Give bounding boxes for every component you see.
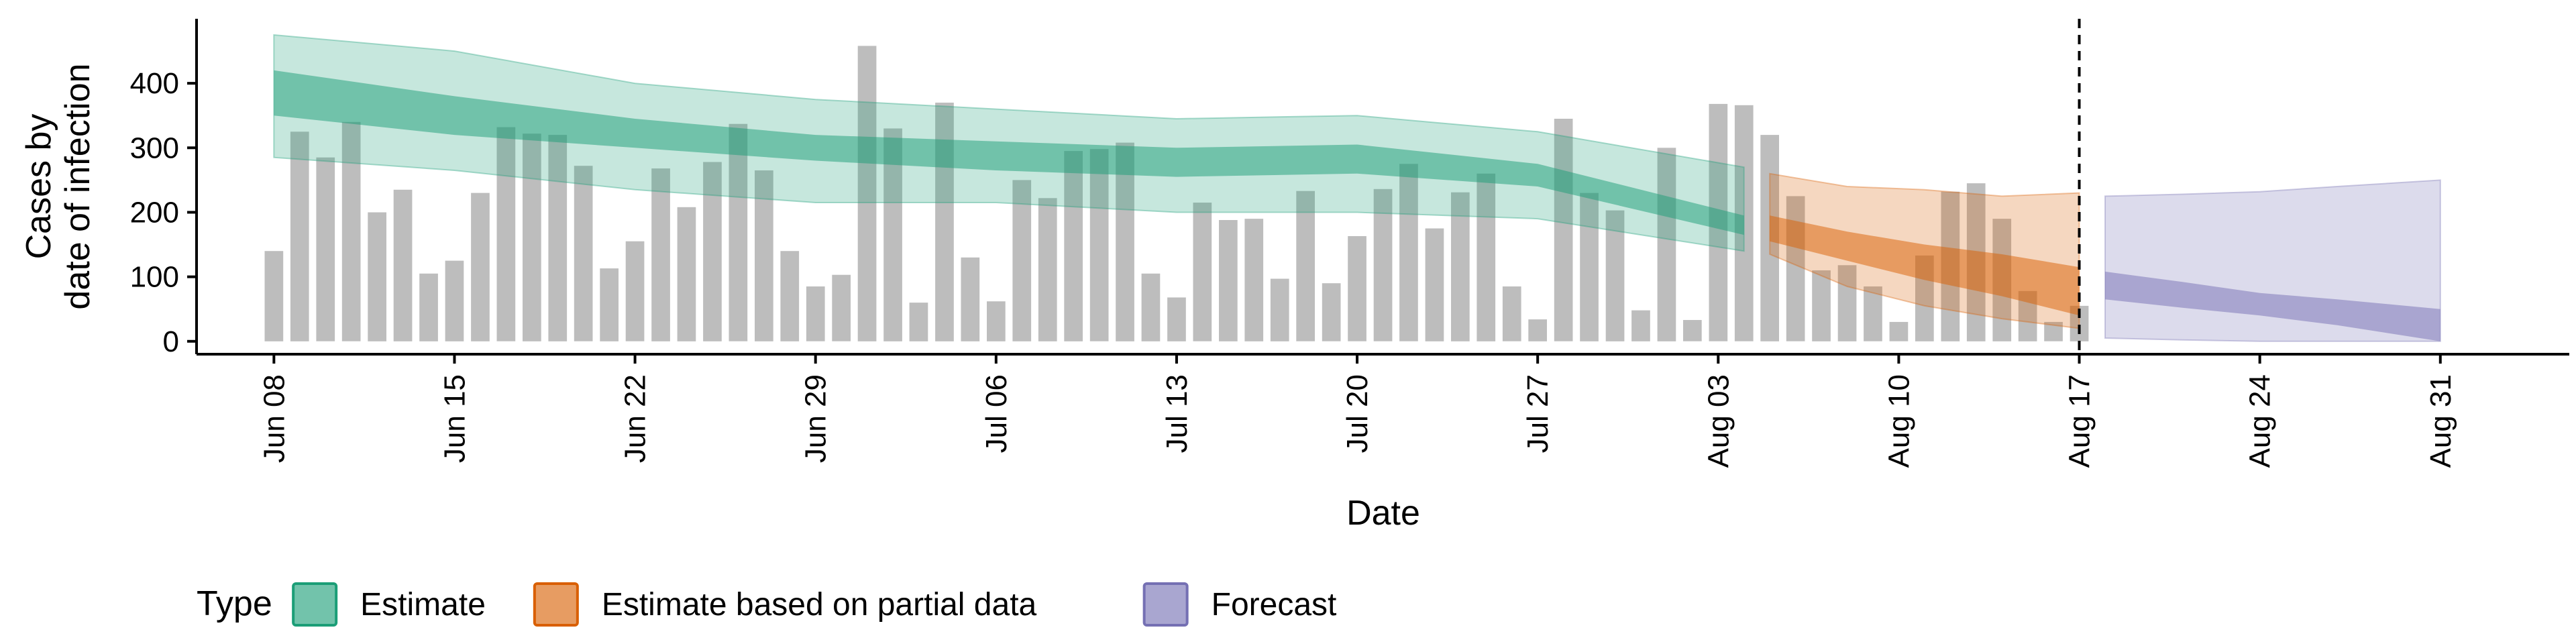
legend-label: Forecast (1212, 587, 1337, 623)
case-bar (1812, 270, 1831, 341)
case-bar (496, 127, 516, 341)
y-tick-label: 200 (130, 196, 179, 229)
case-bar (1451, 192, 1470, 341)
case-bar (600, 268, 619, 341)
case-bar (1837, 265, 1857, 341)
case-bar (1554, 119, 1573, 341)
case-bar (1012, 180, 1032, 341)
x-tick-label: Jun 08 (258, 374, 290, 463)
case-bar (961, 257, 980, 341)
case-bar (1864, 286, 1882, 341)
case-bar (1064, 151, 1083, 341)
case-bar (1477, 173, 1496, 341)
y-axis-title-line: Cases by (19, 114, 58, 260)
case-bar (1425, 228, 1444, 341)
x-axis-title: Date (1346, 494, 1420, 533)
legend-swatch (292, 582, 338, 627)
case-bar (857, 46, 877, 341)
case-bar (780, 251, 800, 341)
case-bar (1889, 321, 1909, 341)
case-bar (625, 241, 645, 341)
case-bar (703, 162, 722, 341)
y-tick-label: 300 (130, 131, 179, 164)
legend-swatch (1142, 582, 1189, 627)
case-bar (574, 166, 593, 341)
x-tick-label: Jul 20 (1341, 374, 1374, 453)
x-tick-label: Jun 22 (619, 374, 652, 463)
case-bar (1244, 219, 1264, 341)
case-bar (368, 212, 386, 341)
case-bar (1399, 164, 1418, 341)
case-bar (1528, 319, 1547, 341)
case-bar (523, 133, 541, 341)
case-bar (1141, 273, 1161, 341)
band-50 (2105, 271, 2440, 341)
x-tick-label: Aug 03 (1702, 374, 1735, 468)
case-bar (393, 189, 413, 341)
x-tick-label: Aug 24 (2244, 374, 2277, 468)
case-bar (419, 273, 438, 341)
case-bar (2044, 321, 2063, 341)
case-bar (316, 157, 335, 341)
case-bar (1116, 142, 1134, 341)
x-tick-label: Aug 10 (1882, 374, 1915, 468)
case-bar (1193, 203, 1212, 341)
case-bar (1683, 320, 1702, 341)
case-bar (471, 193, 490, 341)
case-bar (1270, 278, 1289, 341)
x-tick-label: Jun 15 (439, 374, 472, 463)
x-tick-label: Jun 29 (800, 374, 833, 463)
axes-layer: 0 100 200 300 400 Jun 08 Jun 15 Jun 22 Jun 29 Jul… (130, 19, 2569, 468)
case-bar (1580, 193, 1599, 341)
y-tick-label: 100 (130, 261, 179, 294)
case-bar (1089, 149, 1109, 341)
case-bar (806, 286, 825, 341)
case-bar (909, 303, 928, 341)
y-axis-title-line: date of infection (58, 63, 97, 309)
case-bar (1373, 189, 1393, 341)
case-bar (1502, 286, 1521, 341)
case-bar (755, 170, 773, 341)
case-bar (987, 301, 1006, 341)
case-bar (1657, 148, 1676, 341)
case-bar (651, 168, 670, 341)
band-50 (274, 70, 1744, 235)
case-bar (264, 251, 284, 341)
case-bar (290, 131, 309, 341)
legend-swatch (533, 582, 579, 627)
case-bar (548, 135, 568, 341)
case-bar (341, 121, 361, 341)
y-tick-label: 0 (163, 325, 179, 358)
x-tick-label: Aug 17 (2063, 374, 2096, 468)
case-bar (1631, 310, 1650, 341)
case-bar (729, 123, 748, 341)
x-tick-label: Aug 31 (2424, 374, 2457, 468)
case-bar (1322, 283, 1341, 341)
case-bar (1038, 198, 1057, 341)
case-bar (1167, 297, 1186, 341)
y-tick-label: 400 (130, 67, 179, 100)
case-bar (1219, 220, 1238, 341)
case-bar (832, 274, 851, 341)
band-50 (1770, 215, 2080, 316)
legend: Type Estimate Estimate based on partial da… (197, 582, 1337, 627)
legend-label: Estimate (360, 587, 486, 623)
case-bar (1605, 210, 1625, 341)
x-tick-label: Jul 27 (1521, 374, 1554, 453)
case-bar (1348, 236, 1366, 341)
case-bar (1296, 191, 1315, 341)
x-tick-label: Jul 06 (980, 374, 1013, 453)
x-tick-label: Jul 13 (1161, 374, 1193, 453)
legend-label: Estimate based on partial data (602, 587, 1037, 623)
case-bar (445, 260, 464, 341)
legend-title: Type (197, 584, 272, 623)
bands-layer (273, 34, 2441, 342)
case-bar (677, 207, 696, 341)
y-axis-title: Cases bydate of infection (19, 63, 97, 309)
